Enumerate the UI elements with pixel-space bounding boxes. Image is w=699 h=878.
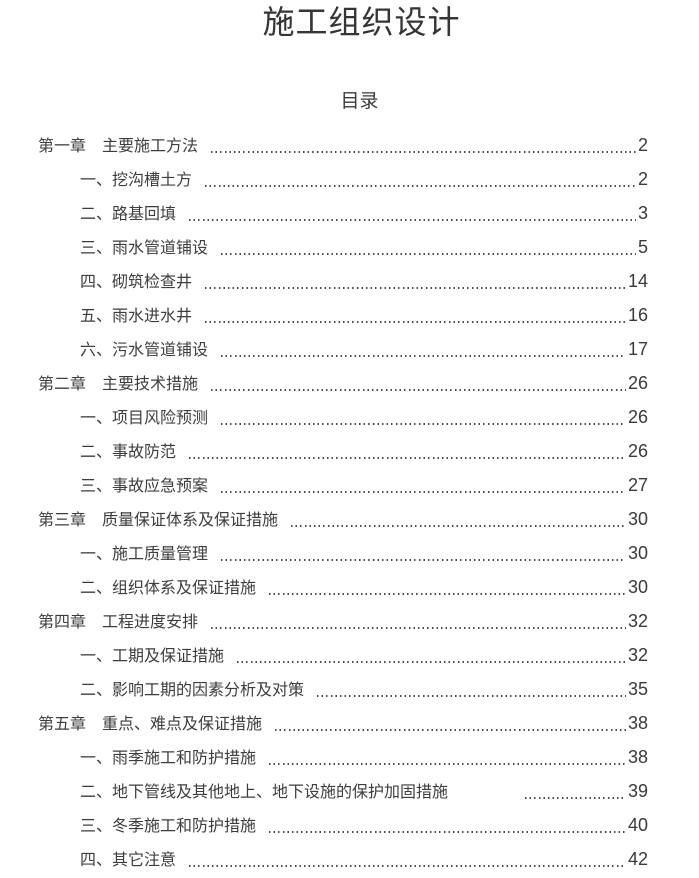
dot-leader (221, 491, 626, 493)
toc-entry: 第三章 质量保证体系及保证措施 30 (38, 502, 648, 536)
dot-leader (189, 219, 636, 221)
toc-entry: 一、项目风险预测 26 (38, 400, 648, 434)
toc-entry-label: 四、其它注意 (80, 852, 177, 869)
toc-entry: 四、其它注意 42 (38, 842, 648, 876)
toc-entry-label: 一、项目风险预测 (80, 410, 209, 427)
toc-entry-label: 第四章 工程进度安排 (38, 614, 199, 631)
toc-entry: 二、事故防范 26 (38, 434, 648, 468)
dot-leader (205, 185, 636, 187)
toc-entry-page-number: 27 (627, 475, 648, 495)
toc-list: 第一章 主要施工方法 2 一、挖沟槽土方 2 二、路基回填 3 三、雨水管道铺设… (38, 128, 648, 876)
toc-entry-page-number: 5 (637, 237, 648, 257)
dot-leader (189, 457, 626, 459)
toc-entry: 第四章 工程进度安排 32 (38, 604, 648, 638)
dot-leader (221, 559, 626, 561)
dot-leader (275, 729, 626, 731)
toc-entry: 三、雨水管道铺设 5 (38, 230, 648, 264)
toc-entry-label: 五、雨水进水井 (80, 308, 193, 325)
toc-entry-label: 三、冬季施工和防护措施 (80, 818, 257, 835)
document-title: 施工组织设计 (262, 4, 461, 40)
toc-entry-label: 二、影响工期的因素分析及对策 (80, 682, 305, 699)
dot-leader (221, 253, 636, 255)
toc-entry: 五、雨水进水井 16 (38, 298, 648, 332)
dot-leader (269, 831, 626, 833)
toc-entry: 第五章 重点、难点及保证措施 38 (38, 706, 648, 740)
toc-entry-page-number: 26 (627, 373, 648, 393)
toc-entry-label: 一、雨季施工和防护措施 (80, 750, 257, 767)
toc-entry-page-number: 39 (627, 781, 648, 801)
toc-entry: 一、雨季施工和防护措施 38 (38, 740, 648, 774)
toc-entry-page-number: 17 (627, 339, 648, 359)
toc-entry-page-number: 32 (627, 645, 648, 665)
dot-leader (525, 797, 626, 799)
dot-leader (221, 423, 626, 425)
toc-entry-page-number: 30 (627, 509, 648, 529)
toc-entry-label: 第五章 重点、难点及保证措施 (38, 716, 263, 733)
toc-entry-label: 二、组织体系及保证措施 (80, 580, 257, 597)
dot-leader (291, 525, 626, 527)
toc-entry-page-number: 32 (627, 611, 648, 631)
toc-entry-page-number: 3 (637, 203, 648, 223)
dot-leader (317, 695, 626, 697)
toc-entry-label: 第三章 质量保证体系及保证措施 (38, 512, 279, 529)
toc-entry: 二、地下管线及其他地上、地下设施的保护加固措施 39 (38, 774, 648, 808)
toc-entry-page-number: 38 (627, 747, 648, 767)
toc-entry-label: 第一章 主要施工方法 (38, 138, 199, 155)
dot-leader (205, 321, 626, 323)
toc-entry: 六、污水管道铺设 17 (38, 332, 648, 366)
toc-entry-page-number: 42 (627, 849, 648, 869)
toc-entry: 第一章 主要施工方法 2 (38, 128, 648, 162)
toc-heading: 目录 (340, 91, 379, 112)
toc-entry-label: 四、砌筑检查井 (80, 274, 193, 291)
toc-entry-page-number: 40 (627, 815, 648, 835)
toc-entry-label: 一、施工质量管理 (80, 546, 209, 563)
toc-entry-label: 第二章 主要技术措施 (38, 376, 199, 393)
toc-entry: 二、路基回填 3 (38, 196, 648, 230)
dot-leader (269, 593, 626, 595)
dot-leader (211, 627, 626, 629)
toc-entry: 二、组织体系及保证措施 30 (38, 570, 648, 604)
toc-entry: 一、施工质量管理 30 (38, 536, 648, 570)
toc-entry-label: 一、工期及保证措施 (80, 648, 225, 665)
dot-leader (189, 865, 626, 867)
toc-entry: 三、事故应急预案 27 (38, 468, 648, 502)
toc-entry-page-number: 14 (627, 271, 648, 291)
toc-entry: 二、影响工期的因素分析及对策 35 (38, 672, 648, 706)
toc-entry-page-number: 35 (627, 679, 648, 699)
toc-entry-page-number: 2 (637, 169, 648, 189)
dot-leader (211, 151, 636, 153)
toc-entry-label: 三、事故应急预案 (80, 478, 209, 495)
toc-entry: 第二章 主要技术措施 26 (38, 366, 648, 400)
toc-entry-page-number: 26 (627, 441, 648, 461)
toc-entry-label: 一、挖沟槽土方 (80, 172, 193, 189)
toc-entry-page-number: 30 (627, 577, 648, 597)
dot-leader (205, 287, 626, 289)
toc-entry-page-number: 38 (627, 713, 648, 733)
toc-entry-label: 二、事故防范 (80, 444, 177, 461)
toc-entry-page-number: 16 (627, 305, 648, 325)
toc-entry-label: 二、路基回填 (80, 206, 177, 223)
toc-entry-page-number: 26 (627, 407, 648, 427)
toc-entry-page-number: 2 (637, 135, 648, 155)
dot-leader (237, 661, 626, 663)
dot-leader (221, 355, 626, 357)
toc-entry-page-number: 30 (627, 543, 648, 563)
toc-entry: 三、冬季施工和防护措施 40 (38, 808, 648, 842)
toc-entry-label: 六、污水管道铺设 (80, 342, 209, 359)
toc-entry-label: 二、地下管线及其他地上、地下设施的保护加固措施 (80, 784, 513, 801)
toc-entry-label: 三、雨水管道铺设 (80, 240, 209, 257)
toc-entry: 一、工期及保证措施 32 (38, 638, 648, 672)
dot-leader (211, 389, 626, 391)
dot-leader (269, 763, 626, 765)
toc-entry: 一、挖沟槽土方 2 (38, 162, 648, 196)
toc-entry: 四、砌筑检查井 14 (38, 264, 648, 298)
